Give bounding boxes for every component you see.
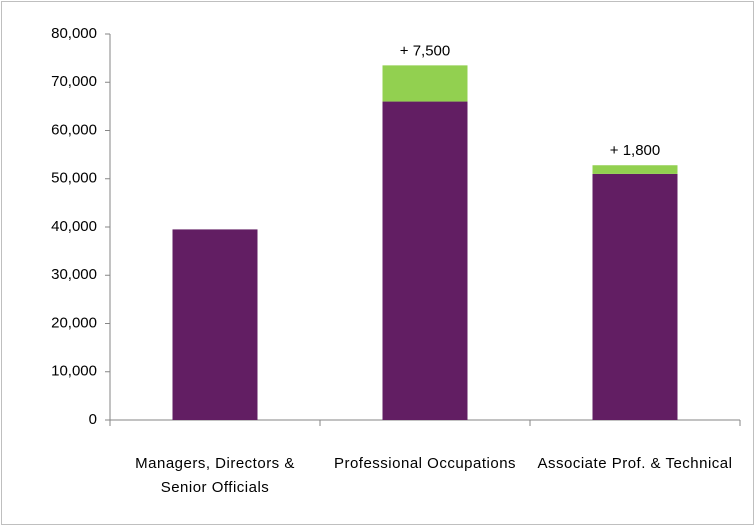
y-tick-label: 30,000 [51,266,97,283]
x-tick-label: Managers, Directors & Senior Officials [135,455,295,496]
y-tick-label: 50,000 [51,170,97,187]
data-label: + 7,500 [400,42,450,59]
y-tick-label: 60,000 [51,121,97,138]
bar-segment [382,101,468,421]
x-tick-label: Associate Prof. & Technical [537,455,733,472]
bar-segment [592,165,678,174]
x-tick-label: Professional Occupations [333,455,517,472]
y-tick-label: 20,000 [51,314,97,331]
y-tick-label: 10,000 [51,363,97,380]
bar-segment [382,65,468,102]
y-tick-label: 80,000 [51,25,97,42]
bar-segment [592,173,678,420]
y-tick-label: 70,000 [51,73,97,90]
bar-segment [172,229,258,420]
y-tick-label: 0 [89,411,97,428]
y-tick-label: 40,000 [51,218,97,235]
data-label: + 1,800 [610,142,660,159]
